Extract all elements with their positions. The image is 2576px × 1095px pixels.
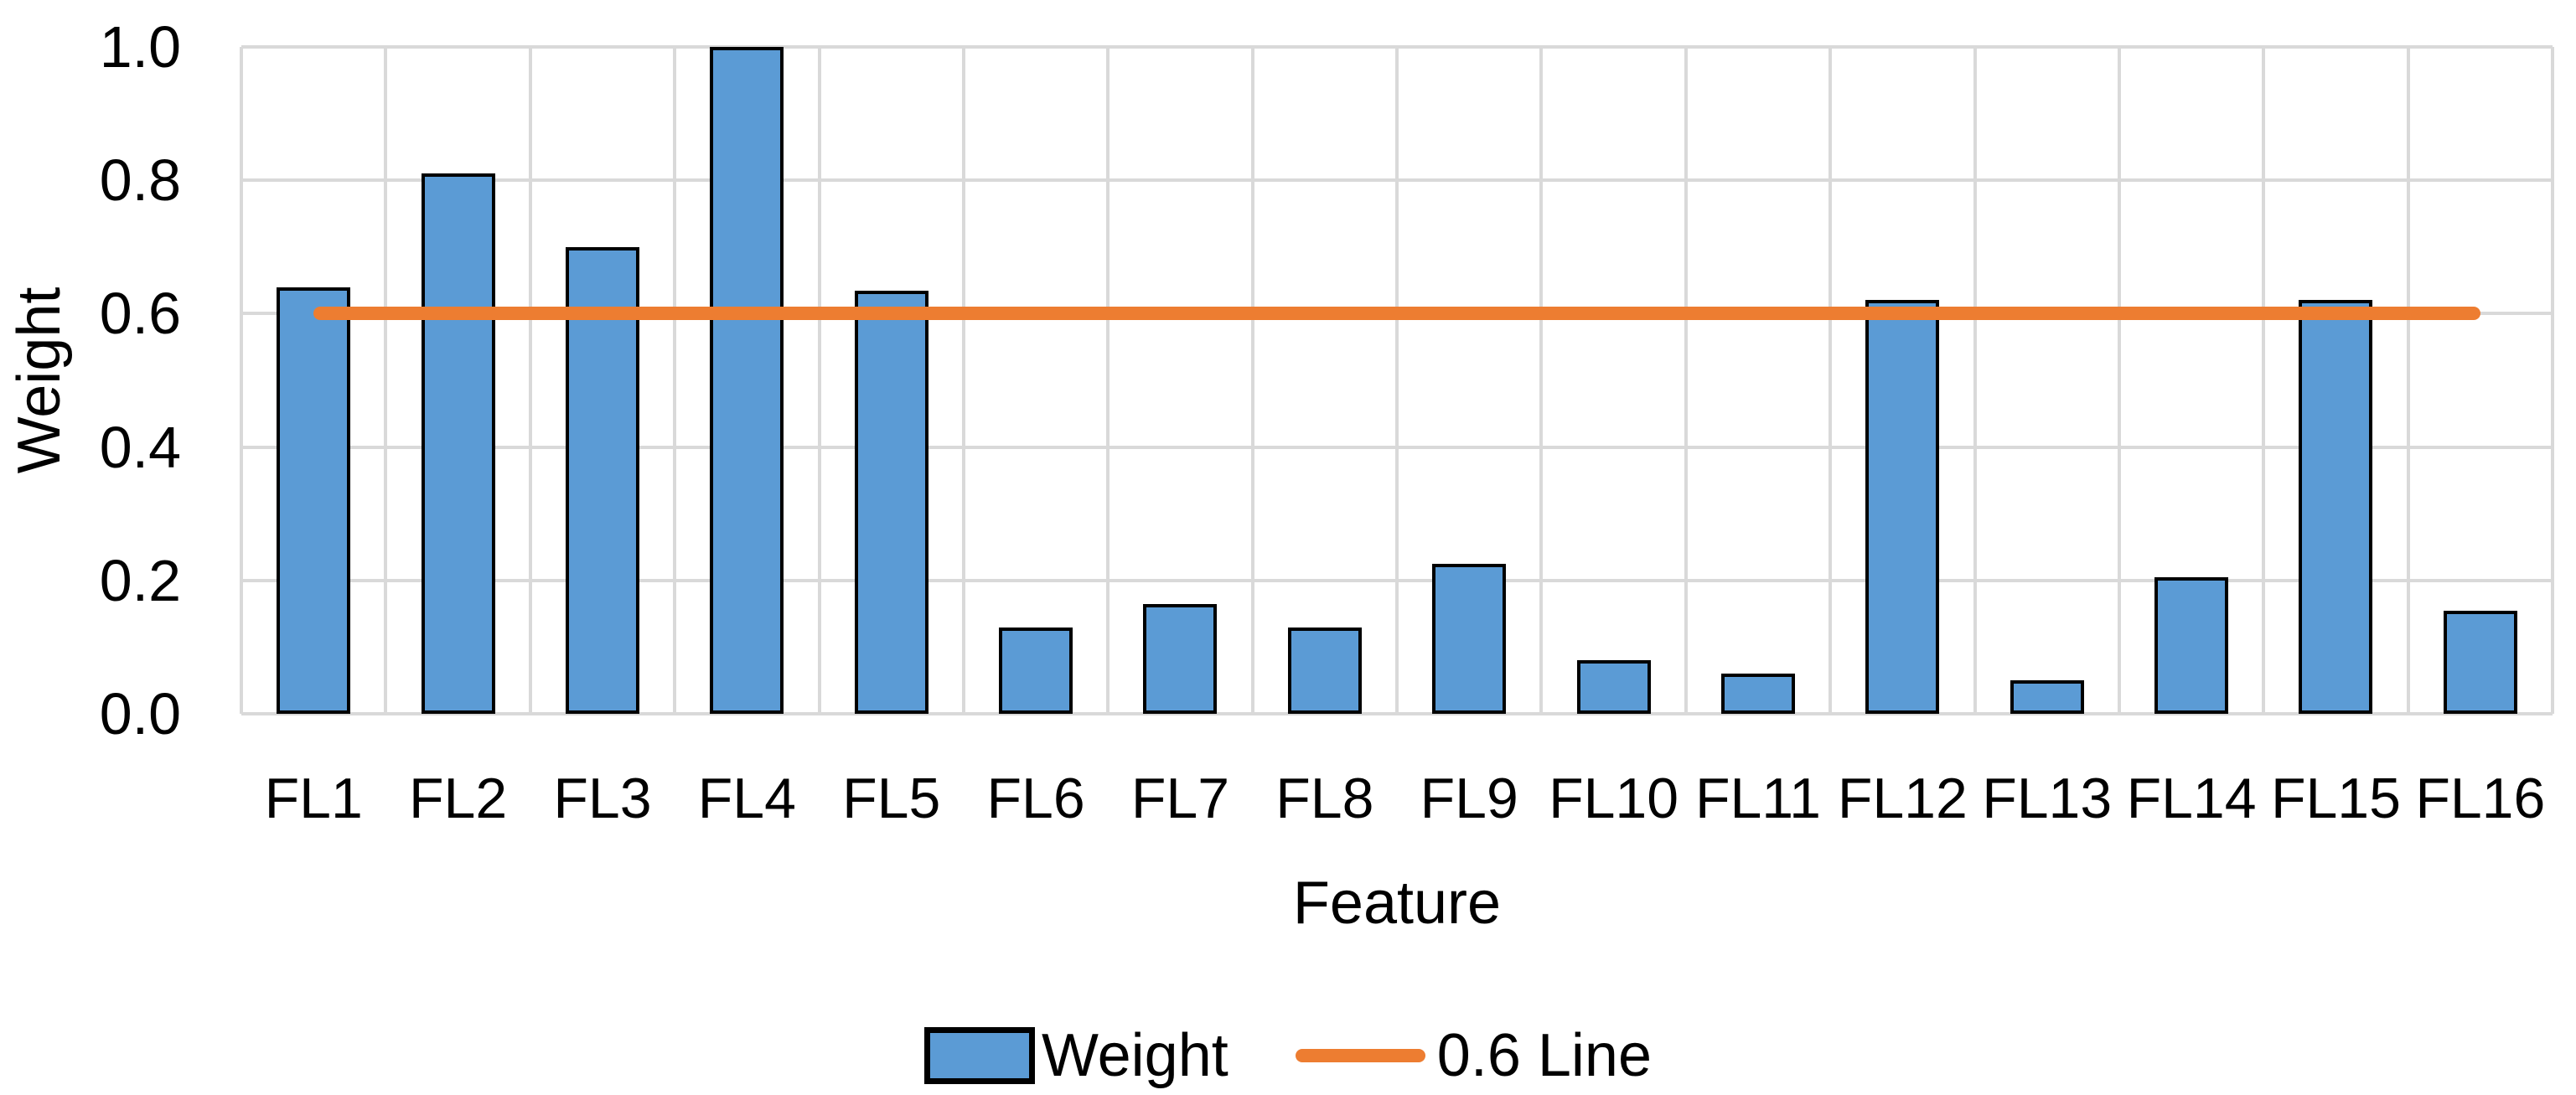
bar-FL12 (1865, 300, 1940, 714)
bar-FL13 (2010, 680, 2084, 714)
v-gridline (1250, 47, 1254, 714)
plot-area (240, 45, 2554, 715)
bar-FL3 (565, 246, 639, 714)
x-tick-label: FL5 (842, 767, 941, 830)
bar-FL11 (1720, 674, 1795, 714)
v-gridline (2262, 47, 2266, 714)
x-tick-label: FL2 (408, 767, 508, 830)
x-tick-label: FL6 (986, 767, 1085, 830)
v-gridline (817, 47, 821, 714)
x-tick-label: FL9 (1420, 767, 1518, 830)
v-gridline (673, 47, 677, 714)
legend-line-swatch (1295, 1049, 1425, 1062)
v-gridline (2406, 47, 2410, 714)
x-axis-title: Feature (1292, 870, 1502, 937)
y-tick-label: 0.2 (99, 547, 181, 613)
v-gridline (2117, 47, 2121, 714)
v-gridline (1539, 47, 1544, 714)
v-gridline (2551, 47, 2554, 714)
bar-FL4 (710, 47, 784, 714)
bar-FL7 (1143, 603, 1218, 714)
v-gridline (1973, 47, 1977, 714)
v-gridline (1106, 47, 1110, 714)
legend-label-line: 0.6 Line (1436, 1022, 1652, 1089)
x-tick-label: FL11 (1694, 767, 1821, 830)
y-tick-label: 0.0 (99, 681, 181, 746)
v-gridline (1829, 47, 1833, 714)
v-gridline (1395, 47, 1399, 714)
bar-FL10 (1576, 660, 1651, 714)
bar-FL9 (1432, 563, 1507, 714)
x-tick-label: FL14 (2126, 767, 2257, 830)
legend-bar-swatch (923, 1027, 1035, 1084)
x-tick-label: FL10 (1549, 767, 1679, 830)
v-gridline (528, 47, 532, 714)
bar-FL1 (277, 287, 351, 714)
bar-FL14 (2154, 576, 2229, 714)
y-tick-label: 1.0 (99, 14, 181, 80)
legend-label-weight: Weight (1041, 1022, 1229, 1089)
bar-FL5 (854, 290, 928, 714)
x-tick-label: FL1 (264, 767, 363, 830)
x-tick-label: FL12 (1837, 767, 1968, 830)
x-tick-label: FL13 (1982, 767, 2113, 830)
y-tick-label: 0.6 (99, 281, 181, 347)
bar-FL16 (2443, 610, 2517, 714)
bar-FL6 (999, 627, 1073, 714)
v-gridline (384, 47, 388, 714)
x-tick-label: FL15 (2270, 767, 2401, 830)
v-gridline (1684, 47, 1688, 714)
v-gridline (961, 47, 965, 714)
bar-FL8 (1287, 627, 1362, 714)
threshold-line (313, 307, 2480, 321)
legend-item-weight: Weight (923, 1022, 1229, 1089)
legend-item-line: 0.6 Line (1295, 1022, 1652, 1089)
x-tick-label: FL4 (697, 767, 796, 830)
legend: Weight 0.6 Line (0, 1024, 2576, 1087)
bar-FL15 (2299, 300, 2373, 714)
h-gridline (241, 712, 2553, 715)
x-tick-label: FL16 (2415, 767, 2546, 830)
x-tick-label: FL7 (1130, 767, 1230, 830)
x-tick-label: FL3 (553, 767, 652, 830)
x-tick-label: FL8 (1275, 767, 1374, 830)
y-tick-label: 0.8 (99, 147, 181, 214)
y-tick-label: 0.4 (99, 414, 181, 480)
bar-FL2 (421, 173, 495, 714)
v-gridline (240, 47, 243, 714)
